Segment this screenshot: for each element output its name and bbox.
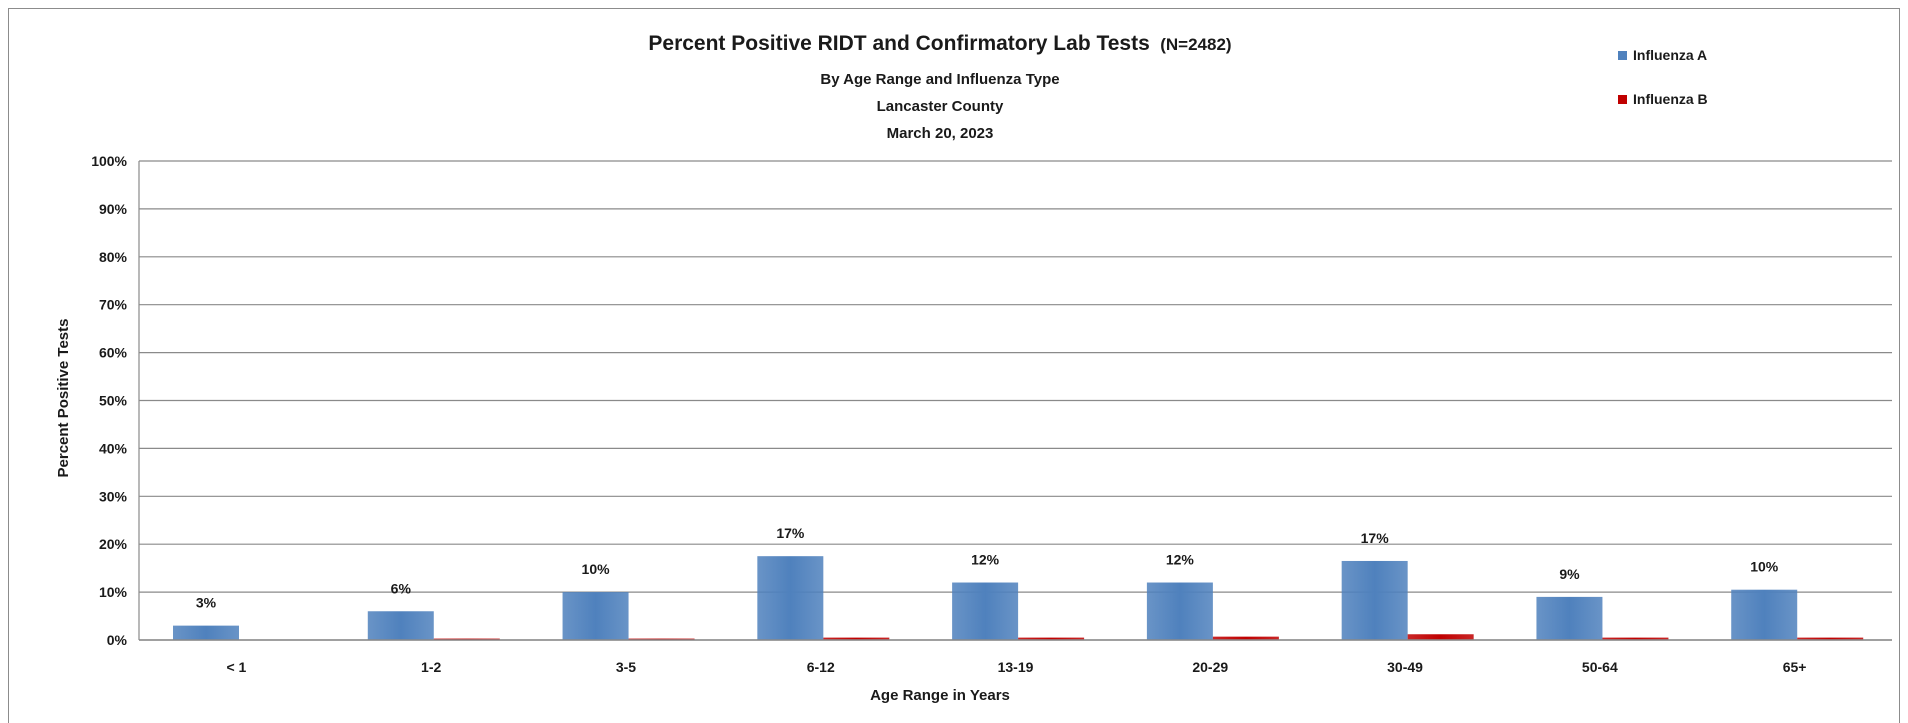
bar-influenza-b [1797,637,1864,640]
bar-influenza-a [952,582,1019,640]
data-label: 12% [1166,552,1195,568]
data-label: 10% [1750,559,1779,575]
bar-influenza-a [1146,582,1213,640]
bars: 3% 6% 10% 17% 12% 12% 17% 9% 10% [173,525,1864,640]
bar-influenza-a [562,592,629,640]
data-label: 9% [1559,566,1580,582]
x-tick-label: 65+ [1783,659,1807,675]
legend-label: Influenza A [1633,47,1707,63]
bar-influenza-b [1212,636,1279,640]
legend: Influenza A Influenza B [1618,47,1708,107]
bar-influenza-a [1731,589,1798,640]
y-tick-label: 50% [99,393,128,409]
x-tick-label: 3-5 [616,659,636,675]
x-tick-label: 50-64 [1582,659,1618,675]
x-tick-label: < 1 [226,659,246,675]
y-tick-label: 80% [99,249,128,265]
x-tick-label: 6-12 [807,659,835,675]
bar-influenza-a [367,611,434,640]
chart-title-group: Percent Positive RIDT and Confirmatory L… [648,32,1231,142]
data-label: 12% [971,552,1000,568]
x-tick-label: 30-49 [1387,659,1423,675]
x-tick-label: 20-29 [1192,659,1228,675]
data-label: 17% [1361,530,1390,546]
y-tick-label: 20% [99,536,128,552]
y-tick-label: 0% [107,632,128,648]
legend-swatch [1618,95,1627,104]
bar-influenza-b [1602,637,1669,640]
y-axis: 0% 10% 20% 30% 40% 50% 60% 70% 80% 90% 100% [91,153,140,648]
chart-title: Percent Positive RIDT and Confirmatory L… [648,32,1149,55]
chart-subtitle-3: March 20, 2023 [887,125,994,142]
y-tick-label: 90% [99,201,128,217]
bar-influenza-a [757,556,824,640]
y-tick-label: 70% [99,297,128,313]
y-axis-label: Percent Positive Tests [55,319,72,478]
chart-subtitle-2: Lancaster County [877,98,1004,115]
gridlines [139,160,1892,641]
data-label: 10% [582,561,611,577]
bar-influenza-b [433,638,500,640]
data-label: 17% [776,525,805,541]
bar-influenza-a [1341,560,1408,640]
x-axis: < 1 1-2 3-5 6-12 13-19 20-29 30-49 50-64 65+ [139,639,1892,675]
svg-text:Percent Positive RIDT and Conf: Percent Positive RIDT and Confirmatory L… [648,32,1231,55]
bar-influenza-b [1018,637,1085,640]
y-tick-label: 10% [99,584,128,600]
legend-label: Influenza B [1633,91,1708,107]
chart-title-suffix: (N=2482) [1160,35,1231,54]
x-tick-label: 1-2 [421,659,441,675]
data-label: 6% [391,580,412,596]
bar-influenza-b [628,638,695,640]
bar-influenza-b [823,637,890,640]
data-label: 3% [196,595,217,611]
x-tick-label: 13-19 [998,659,1034,675]
bar-influenza-b [1407,634,1474,640]
y-tick-label: 60% [99,345,128,361]
legend-swatch [1618,51,1627,60]
bar-influenza-a [1536,596,1603,640]
x-axis-label: Age Range in Years [870,687,1010,704]
y-tick-label: 30% [99,488,128,504]
y-tick-label: 100% [91,153,127,169]
bar-influenza-a [173,625,239,640]
chart-subtitle-1: By Age Range and Influenza Type [820,71,1059,88]
y-tick-label: 40% [99,440,128,456]
